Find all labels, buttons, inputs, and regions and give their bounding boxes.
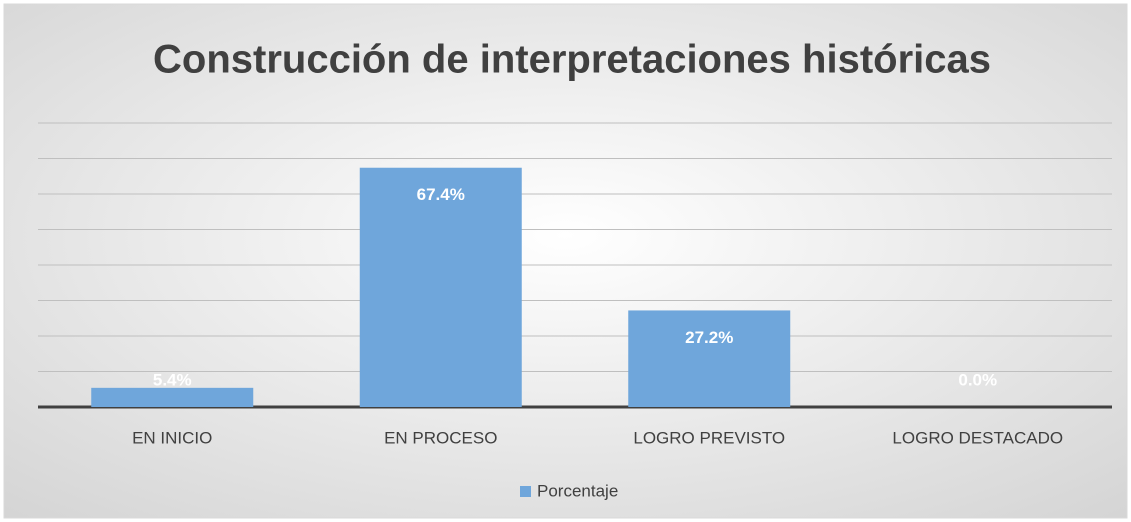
legend-swatch	[520, 486, 531, 497]
data-label: 67.4%	[417, 185, 465, 204]
bar	[359, 167, 522, 407]
chart-background	[3, 3, 1128, 519]
data-label: 0.0%	[958, 370, 997, 389]
x-tick-label: EN INICIO	[132, 428, 212, 447]
bar	[628, 310, 791, 407]
x-tick-label: LOGRO DESTACADO	[892, 428, 1063, 447]
bar	[91, 387, 254, 407]
data-label: 5.4%	[153, 370, 192, 389]
x-tick-label: EN PROCESO	[384, 428, 497, 447]
chart-title: Construcción de interpretaciones históri…	[153, 38, 991, 82]
legend-label: Porcentaje	[537, 481, 618, 500]
data-label: 27.2%	[685, 328, 733, 347]
x-tick-label: LOGRO PREVISTO	[633, 428, 785, 447]
